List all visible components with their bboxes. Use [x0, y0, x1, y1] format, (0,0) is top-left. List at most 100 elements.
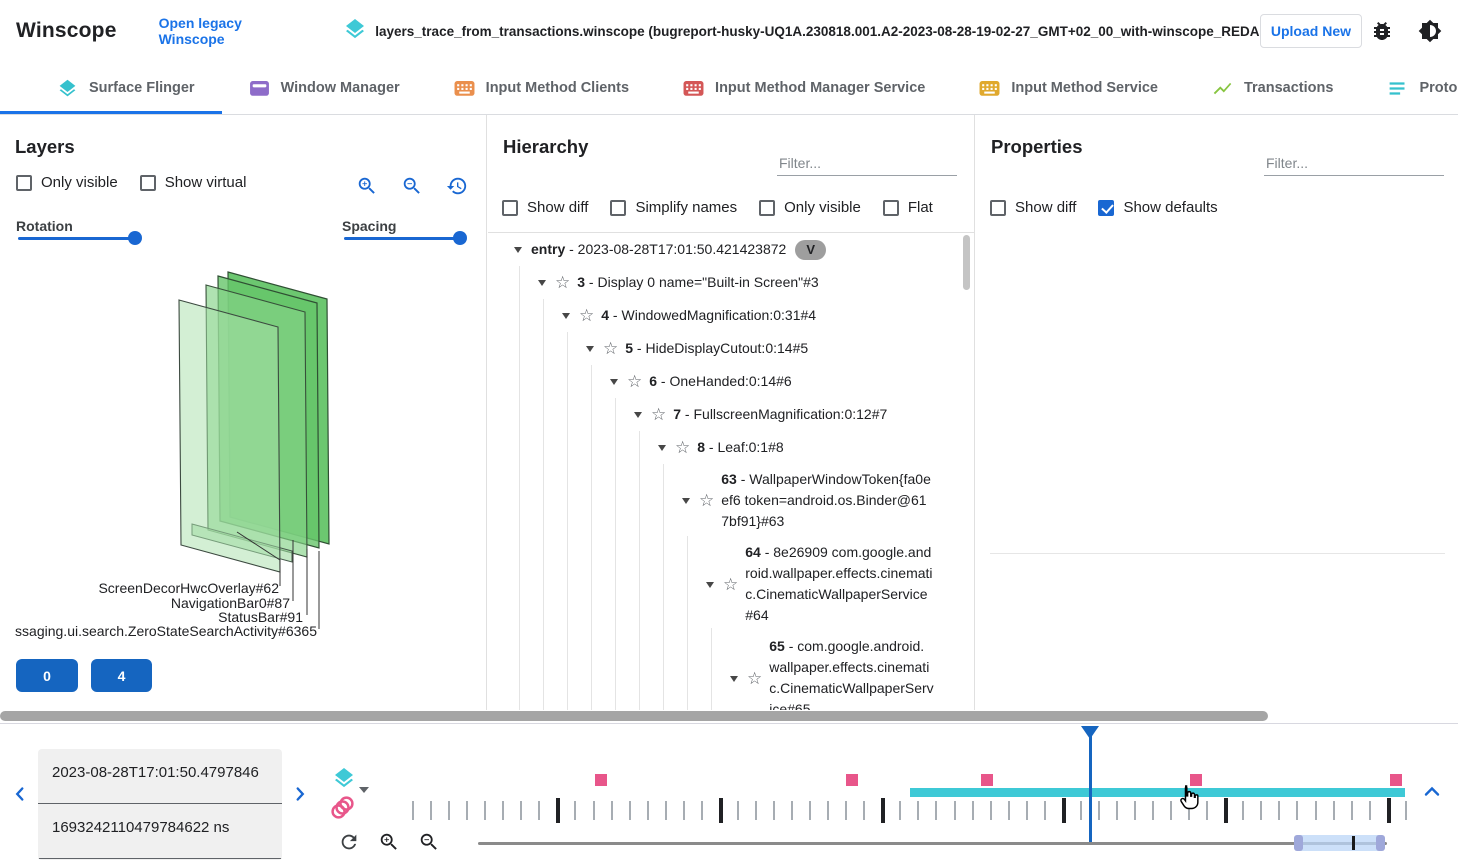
tree-node-4[interactable]: ☆ 4 - WindowedMagnification:0:31#4: [488, 299, 974, 332]
refresh-button[interactable]: [336, 829, 362, 855]
pin-star-icon[interactable]: ☆: [723, 574, 739, 594]
timestamp-ns-field[interactable]: 1693242110479784622 ns: [38, 804, 282, 859]
pin-star-icon[interactable]: ☆: [603, 339, 619, 358]
checkbox-unchecked-icon[interactable]: [502, 199, 518, 216]
minimap-selection[interactable]: [1298, 835, 1381, 851]
properties-filter-input[interactable]: [1264, 151, 1444, 176]
collapse-arrow-icon[interactable]: [562, 313, 570, 323]
tree-node-6[interactable]: ☆ 6 - OneHanded:0:14#6: [488, 365, 974, 398]
tab-input-method-service[interactable]: Input Method Service: [952, 62, 1185, 114]
layer-nav-button-0[interactable]: 0: [16, 659, 78, 692]
tab-window-manager[interactable]: Window Manager: [222, 62, 427, 114]
collapse-arrow-icon[interactable]: [586, 346, 594, 356]
collapse-arrow-icon[interactable]: [682, 498, 690, 508]
tab-input-method-manager-service[interactable]: Input Method Manager Service: [656, 62, 952, 114]
pin-star-icon[interactable]: ☆: [627, 372, 643, 391]
zoom-out-button[interactable]: [399, 173, 425, 199]
tree-node-65[interactable]: ☆ 65 - com.google.android.wallpaper.effec…: [488, 631, 974, 710]
upload-new-button[interactable]: Upload New: [1259, 14, 1362, 48]
checkbox-unchecked-icon[interactable]: [759, 199, 776, 216]
sf-trace-icon[interactable]: [332, 766, 356, 790]
next-entry-button[interactable]: [288, 782, 312, 806]
checkbox-unchecked-icon[interactable]: [990, 199, 1006, 216]
layers-checkbox-show-virtual[interactable]: Show virtual: [139, 174, 246, 191]
pin-star-icon[interactable]: ☆: [747, 668, 763, 688]
transition-marker[interactable]: [846, 774, 858, 786]
tab-input-method-clients[interactable]: Input Method Clients: [427, 62, 656, 114]
hierarchy-checkbox-flat[interactable]: Flat: [882, 199, 933, 216]
tab-protolog[interactable]: ProtoLog: [1360, 62, 1458, 114]
pin-star-icon[interactable]: ☆: [651, 405, 667, 424]
collapse-arrow-icon[interactable]: [514, 247, 522, 257]
checkbox-unchecked-icon[interactable]: [882, 199, 899, 216]
layer-label: ssaging.ui.search.ZeroStateSearchActivit…: [15, 623, 317, 639]
tree-node-8[interactable]: ☆ 8 - Leaf:0:1#8: [488, 431, 974, 464]
tree-indent-guide: [711, 628, 712, 710]
main-content: Layers Only visible Show virtual Rotation…: [0, 115, 1458, 710]
pin-star-icon[interactable]: ☆: [555, 273, 571, 292]
properties-checkbox-show-defaults[interactable]: Show defaults: [1098, 199, 1218, 216]
minimap-track[interactable]: [478, 842, 1387, 845]
hierarchy-scrollbar[interactable]: [963, 235, 970, 290]
tree-node-7[interactable]: ☆ 7 - FullscreenMagnification:0:12#7: [488, 398, 974, 431]
timeline-zoom-out-button[interactable]: [416, 829, 442, 855]
tree-node-64[interactable]: ☆ 64 - 8e26909 com.google.android.wallpap…: [488, 537, 974, 631]
tree-node-63[interactable]: ☆ 63 - WallpaperWindowToken{fa0eef6 token…: [488, 464, 974, 537]
pin-star-icon[interactable]: ☆: [579, 306, 595, 325]
ruler-tick: [1152, 801, 1154, 820]
tree-node-3[interactable]: ☆ 3 - Display 0 name="Built-in Screen"#3: [488, 266, 974, 299]
sf-coverage-bar[interactable]: [910, 788, 1405, 797]
checkbox-unchecked-icon[interactable]: [16, 174, 32, 191]
tree-node-label: 65 - com.google.android.wallpaper.effect…: [769, 638, 934, 710]
timestamp-human-field[interactable]: 2023-08-28T17:01:50.4797846: [38, 749, 282, 804]
tree-node-5[interactable]: ☆ 5 - HideDisplayCutout:0:14#5: [488, 332, 974, 365]
history-restore-icon: [446, 177, 468, 200]
collapse-arrow-icon[interactable]: [634, 412, 642, 422]
hierarchy-checkbox-show-diff[interactable]: Show diff: [502, 199, 588, 216]
layers-checkbox-only-visible[interactable]: Only visible: [16, 174, 118, 191]
checkbox-checked-icon[interactable]: [1098, 199, 1115, 216]
spacing-slider[interactable]: [344, 237, 461, 240]
layers-3d-scene[interactable]: [0, 245, 487, 665]
spacing-slider-thumb[interactable]: [453, 231, 467, 245]
transition-marker[interactable]: [1190, 774, 1202, 786]
timeline-cursor[interactable]: [1089, 726, 1092, 844]
checkbox-unchecked-icon[interactable]: [139, 174, 156, 191]
zoom-in-button[interactable]: [354, 173, 380, 199]
collapse-arrow-icon[interactable]: [730, 675, 738, 686]
tree-node-entry[interactable]: entry - 2023-08-28T17:01:50.421423872 V: [488, 233, 974, 266]
collapse-timeline-button[interactable]: [1420, 780, 1444, 804]
dark-mode-toggle[interactable]: [1416, 17, 1444, 45]
tab-label: Surface Flinger: [89, 80, 195, 96]
checkbox-unchecked-icon[interactable]: [610, 199, 627, 216]
open-legacy-winscope-link[interactable]: Open legacy Winscope: [158, 15, 242, 47]
pin-star-icon[interactable]: ☆: [675, 438, 691, 457]
reset-view-button[interactable]: [444, 173, 470, 199]
prev-entry-button[interactable]: [8, 782, 32, 806]
rotation-slider[interactable]: [18, 237, 137, 240]
transition-marker[interactable]: [595, 774, 607, 786]
collapse-arrow-icon[interactable]: [538, 280, 546, 290]
layer-nav-button-4[interactable]: 4: [91, 659, 152, 692]
hierarchy-filter-input[interactable]: [777, 151, 957, 176]
collapse-arrow-icon[interactable]: [658, 445, 666, 455]
trace-selector-caret-icon[interactable]: [359, 787, 369, 798]
rotation-slider-thumb[interactable]: [128, 231, 142, 245]
transition-marker[interactable]: [1390, 774, 1402, 786]
transitions-trace-icon[interactable]: [329, 794, 356, 821]
tab-surface-flinger[interactable]: Surface Flinger: [0, 62, 222, 114]
hierarchy-checkbox-simplify-names[interactable]: Simplify names: [610, 199, 737, 216]
collapse-arrow-icon[interactable]: [706, 581, 714, 592]
report-bug-button[interactable]: [1368, 17, 1396, 45]
main-horizontal-scrollbar[interactable]: [0, 711, 1268, 721]
minimap-right-handle[interactable]: [1376, 835, 1385, 851]
timeline-zoom-in-button[interactable]: [376, 829, 402, 855]
pin-star-icon[interactable]: ☆: [699, 491, 715, 510]
hierarchy-checkbox-only-visible[interactable]: Only visible: [759, 199, 861, 216]
ruler-tick: [1062, 798, 1066, 823]
transition-marker[interactable]: [981, 774, 993, 786]
minimap-left-handle[interactable]: [1294, 835, 1303, 851]
properties-checkbox-show-diff[interactable]: Show diff: [990, 199, 1076, 216]
tab-transactions[interactable]: Transactions: [1185, 62, 1360, 114]
collapse-arrow-icon[interactable]: [610, 379, 618, 389]
